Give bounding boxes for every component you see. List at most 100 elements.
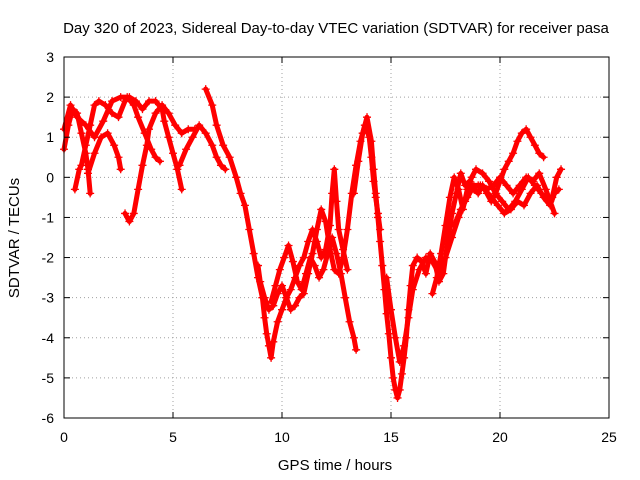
- data-point-marker: [275, 265, 284, 274]
- data-point-marker: [212, 121, 221, 130]
- data-point-marker: [299, 289, 308, 298]
- data-point-marker: [70, 185, 79, 194]
- data-point-marker: [349, 189, 358, 198]
- data-point-marker: [522, 173, 531, 182]
- data-point-marker: [173, 165, 182, 174]
- data-point-marker: [541, 185, 550, 194]
- data-point-marker: [491, 189, 500, 198]
- series-track-6: [175, 121, 230, 174]
- data-point-marker: [334, 225, 343, 234]
- data-point-marker: [121, 97, 130, 106]
- data-point-marker: [341, 293, 350, 302]
- data-point-marker: [354, 157, 363, 166]
- data-point-marker: [319, 265, 328, 274]
- data-point-marker: [195, 121, 204, 130]
- data-point-marker: [90, 101, 99, 110]
- data-point-marker: [286, 305, 295, 314]
- data-point-marker: [114, 113, 123, 122]
- data-point-marker: [293, 277, 302, 286]
- data-point-marker: [77, 161, 86, 170]
- data-point-marker: [345, 317, 354, 326]
- series-trace: [122, 102, 198, 224]
- data-point-marker: [432, 273, 441, 282]
- data-point-marker: [552, 173, 561, 182]
- y-axis-title: SDTVAR / TECUs: [6, 178, 23, 298]
- x-tick-label: 15: [383, 429, 399, 445]
- data-point-marker: [476, 181, 485, 190]
- data-point-marker: [485, 177, 494, 186]
- data-point-marker: [463, 193, 472, 202]
- data-point-marker: [264, 305, 273, 314]
- data-point-marker: [467, 173, 476, 182]
- data-point-marker: [155, 157, 164, 166]
- data-point-marker: [517, 129, 526, 138]
- data-point-marker: [151, 109, 160, 118]
- data-point-marker: [291, 301, 300, 310]
- data-point-marker: [262, 329, 271, 338]
- data-point-marker: [142, 141, 151, 150]
- data-point-marker: [343, 225, 352, 234]
- data-point-marker: [295, 293, 304, 302]
- data-point-marker: [306, 253, 315, 262]
- data-point-marker: [273, 317, 282, 326]
- data-point-marker: [530, 181, 539, 190]
- data-point-marker: [339, 253, 348, 262]
- data-point-marker: [295, 261, 304, 270]
- data-point-marker: [73, 113, 82, 122]
- data-point-marker: [125, 93, 134, 102]
- data-point-marker: [208, 141, 217, 150]
- data-point-marker: [264, 341, 273, 350]
- data-point-marker: [373, 213, 382, 222]
- data-point-marker: [384, 329, 393, 338]
- data-point-marker: [522, 125, 531, 134]
- data-point-marker: [408, 285, 417, 294]
- data-point-marker: [415, 265, 424, 274]
- data-point-marker: [363, 113, 372, 122]
- data-point-marker: [321, 217, 330, 226]
- data-point-marker: [391, 333, 400, 342]
- data-point-marker: [212, 153, 221, 162]
- x-tick-label: 5: [169, 429, 177, 445]
- data-point-marker: [358, 129, 367, 138]
- data-point-marker: [387, 305, 395, 314]
- series-layer: [60, 85, 566, 402]
- y-tick-label: -5: [42, 370, 55, 386]
- data-point-marker: [330, 165, 339, 174]
- y-tick-label: -6: [42, 410, 55, 426]
- data-point-marker: [271, 281, 280, 290]
- data-point-marker: [421, 253, 430, 262]
- data-point-marker: [103, 129, 112, 138]
- data-point-marker: [219, 141, 228, 150]
- data-point-marker: [454, 185, 463, 194]
- data-point-marker: [315, 273, 324, 282]
- data-point-marker: [450, 221, 459, 230]
- x-tick-labels: 0 5 10 15 20 25: [60, 429, 617, 445]
- data-point-marker: [221, 165, 230, 174]
- data-point-marker: [408, 261, 417, 270]
- data-point-marker: [445, 193, 454, 202]
- data-point-marker: [515, 181, 524, 190]
- data-point-marker: [474, 189, 483, 198]
- data-point-marker: [323, 249, 332, 258]
- data-point-marker: [236, 189, 245, 198]
- data-point-marker: [86, 189, 95, 198]
- data-point-marker: [301, 269, 310, 278]
- data-point-marker: [75, 165, 84, 174]
- data-point-marker: [482, 185, 491, 194]
- data-point-marker: [530, 141, 539, 150]
- data-point-marker: [164, 133, 173, 142]
- data-point-marker: [371, 189, 380, 198]
- data-point-marker: [97, 133, 106, 142]
- data-point-marker: [535, 169, 544, 178]
- data-point-marker: [472, 165, 481, 174]
- y-tick-label: -3: [42, 290, 55, 306]
- data-point-marker: [256, 277, 265, 286]
- data-point-marker: [171, 121, 180, 130]
- data-point-marker: [456, 169, 465, 178]
- data-point-marker: [134, 113, 143, 122]
- data-point-marker: [328, 233, 337, 242]
- data-point-marker: [395, 357, 404, 366]
- data-point-marker: [83, 169, 92, 178]
- data-point-marker: [164, 109, 173, 118]
- data-point-marker: [426, 249, 435, 258]
